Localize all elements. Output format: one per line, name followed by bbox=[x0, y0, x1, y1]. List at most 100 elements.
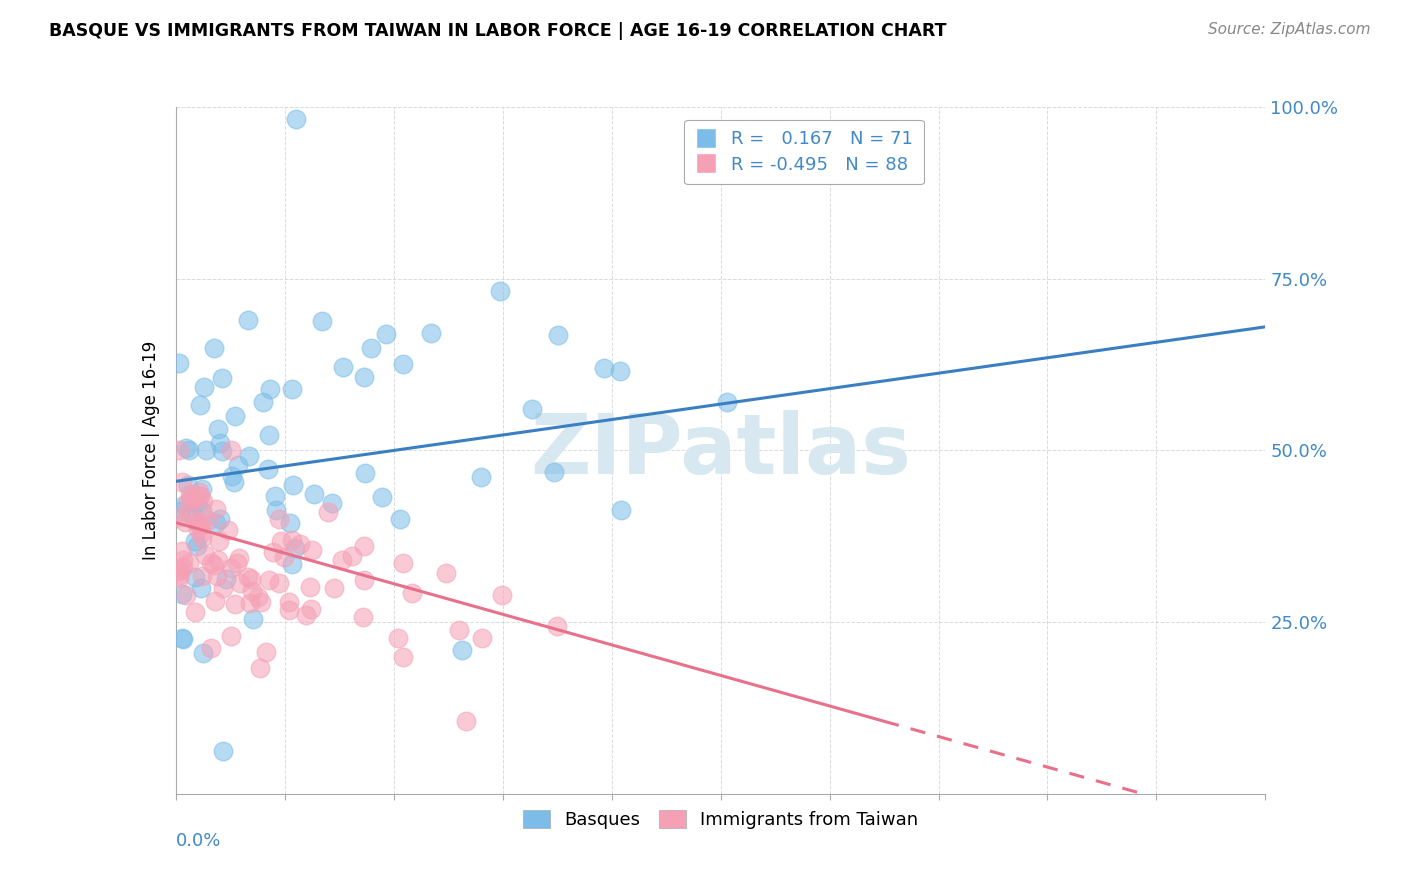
Point bbox=[190, 569, 212, 583]
Point bbox=[434, 566, 457, 580]
Point bbox=[447, 623, 470, 637]
Point bbox=[353, 573, 375, 587]
Point bbox=[202, 341, 225, 355]
Point bbox=[256, 462, 278, 476]
Point bbox=[205, 569, 228, 583]
Point bbox=[187, 522, 209, 536]
Point bbox=[322, 581, 344, 595]
Point bbox=[170, 544, 193, 558]
Point bbox=[610, 503, 633, 517]
Point bbox=[193, 646, 215, 660]
Point bbox=[281, 383, 304, 397]
Point bbox=[593, 361, 616, 376]
Point bbox=[321, 496, 343, 510]
Point bbox=[371, 490, 394, 504]
Point bbox=[169, 356, 191, 370]
Point bbox=[332, 360, 354, 375]
Point bbox=[302, 487, 325, 501]
Point bbox=[352, 610, 374, 624]
Point bbox=[190, 525, 212, 540]
Point bbox=[204, 594, 226, 608]
Point bbox=[217, 524, 239, 538]
Point bbox=[281, 533, 304, 547]
Point bbox=[211, 370, 233, 384]
Point bbox=[169, 442, 191, 457]
Y-axis label: In Labor Force | Age 16-19: In Labor Force | Age 16-19 bbox=[142, 341, 160, 560]
Point bbox=[353, 370, 375, 384]
Text: 0.0%: 0.0% bbox=[176, 831, 221, 850]
Point bbox=[174, 515, 197, 529]
Point bbox=[454, 714, 477, 729]
Point bbox=[224, 597, 246, 611]
Point bbox=[188, 484, 211, 499]
Point bbox=[180, 491, 202, 505]
Point bbox=[240, 584, 263, 599]
Point bbox=[360, 341, 382, 355]
Text: BASQUE VS IMMIGRANTS FROM TAIWAN IN LABOR FORCE | AGE 16-19 CORRELATION CHART: BASQUE VS IMMIGRANTS FROM TAIWAN IN LABO… bbox=[49, 22, 946, 40]
Point bbox=[184, 605, 207, 619]
Point bbox=[212, 581, 235, 595]
Point bbox=[222, 475, 245, 490]
Point bbox=[491, 588, 513, 602]
Point bbox=[236, 313, 259, 327]
Point bbox=[179, 487, 201, 501]
Point bbox=[170, 587, 193, 601]
Point bbox=[238, 449, 260, 463]
Point bbox=[387, 632, 409, 646]
Point bbox=[207, 553, 229, 567]
Point bbox=[301, 542, 323, 557]
Point bbox=[547, 328, 569, 343]
Point bbox=[392, 650, 415, 665]
Point bbox=[205, 516, 228, 531]
Point bbox=[259, 382, 281, 396]
Point bbox=[191, 531, 214, 545]
Point bbox=[174, 442, 197, 456]
Point bbox=[277, 603, 299, 617]
Point bbox=[169, 510, 191, 524]
Point bbox=[200, 556, 222, 570]
Point bbox=[170, 562, 193, 576]
Point bbox=[290, 537, 312, 551]
Text: Source: ZipAtlas.com: Source: ZipAtlas.com bbox=[1208, 22, 1371, 37]
Point bbox=[221, 469, 243, 483]
Point bbox=[451, 643, 474, 657]
Point bbox=[184, 534, 207, 549]
Point bbox=[471, 631, 494, 645]
Point bbox=[522, 401, 544, 416]
Point bbox=[211, 444, 233, 458]
Point bbox=[270, 534, 292, 549]
Point bbox=[215, 573, 238, 587]
Point bbox=[229, 575, 252, 590]
Point bbox=[284, 541, 307, 555]
Point bbox=[264, 490, 287, 504]
Point bbox=[342, 549, 364, 563]
Point bbox=[190, 514, 212, 528]
Point bbox=[172, 632, 194, 646]
Point bbox=[193, 380, 215, 394]
Point bbox=[236, 570, 259, 584]
Point bbox=[169, 503, 191, 517]
Point bbox=[392, 358, 415, 372]
Point bbox=[179, 556, 201, 570]
Point bbox=[228, 551, 250, 566]
Point bbox=[246, 590, 269, 604]
Point bbox=[190, 581, 212, 595]
Point bbox=[250, 595, 273, 609]
Point bbox=[374, 326, 396, 341]
Point bbox=[181, 507, 204, 521]
Point bbox=[330, 553, 353, 567]
Point bbox=[212, 744, 235, 758]
Point bbox=[252, 395, 274, 409]
Point bbox=[169, 564, 191, 578]
Point bbox=[177, 506, 200, 520]
Legend: Basques, Immigrants from Taiwan: Basques, Immigrants from Taiwan bbox=[516, 803, 925, 837]
Point bbox=[208, 512, 231, 526]
Point bbox=[401, 586, 423, 600]
Point bbox=[226, 458, 249, 472]
Point bbox=[177, 443, 200, 458]
Point bbox=[266, 503, 288, 517]
Point bbox=[489, 284, 512, 298]
Point bbox=[299, 601, 322, 615]
Point bbox=[186, 496, 208, 510]
Point bbox=[177, 495, 200, 509]
